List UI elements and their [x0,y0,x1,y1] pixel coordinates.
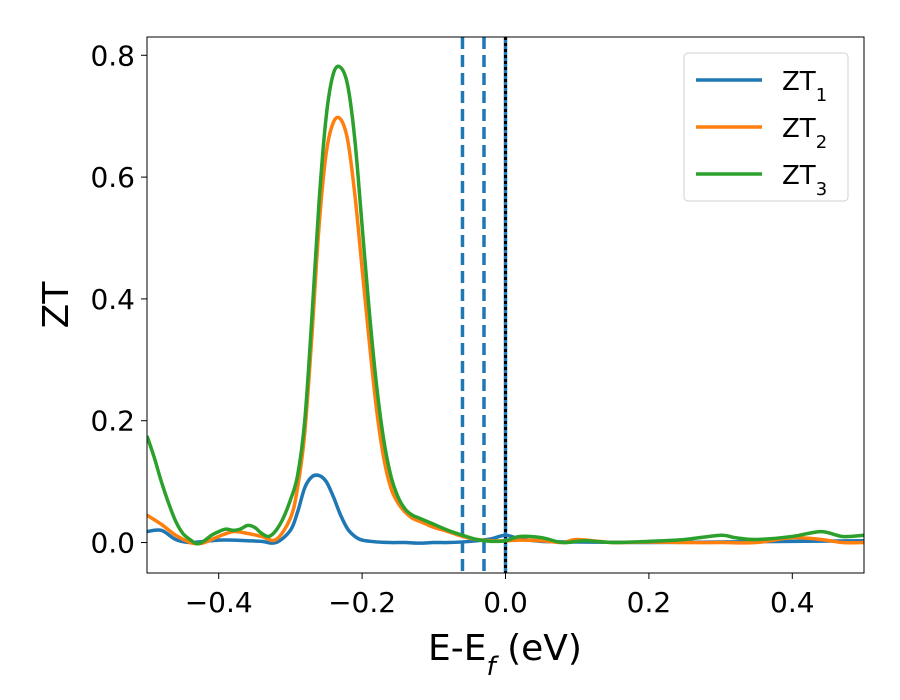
y-axis-label: ZT [36,281,77,329]
x-axis: −0.4 −0.2 0.0 0.2 0.4 [185,573,815,619]
legend-label-zt2: ZT2 [782,114,827,153]
y-tick-label: 0.2 [90,405,135,438]
y-tick-label: 0.4 [90,283,135,316]
legend-box [683,52,849,202]
x-tick-label: −0.2 [328,586,396,619]
x-tick-label: 0.4 [770,586,815,619]
series-line-zt3 [147,64,864,546]
series-layer [147,64,864,546]
reference-lines [460,37,508,573]
x-tick-label: 0.0 [483,586,528,619]
y-tick-label: 0.6 [90,161,135,194]
legend-label-zt1: ZT1 [782,67,827,106]
x-tick-label: −0.4 [185,586,253,619]
x-tick-label: 0.2 [627,586,672,619]
y-tick-label: 0.8 [90,39,135,72]
y-axis: 0.0 0.2 0.4 0.6 0.8 [90,39,147,560]
legend-label-zt3: ZT3 [782,161,827,200]
legend: ZT1 ZT2 ZT3 [683,52,849,202]
x-axis-label: E-Ef (eV) [428,628,582,682]
y-tick-label: 0.0 [90,527,135,560]
